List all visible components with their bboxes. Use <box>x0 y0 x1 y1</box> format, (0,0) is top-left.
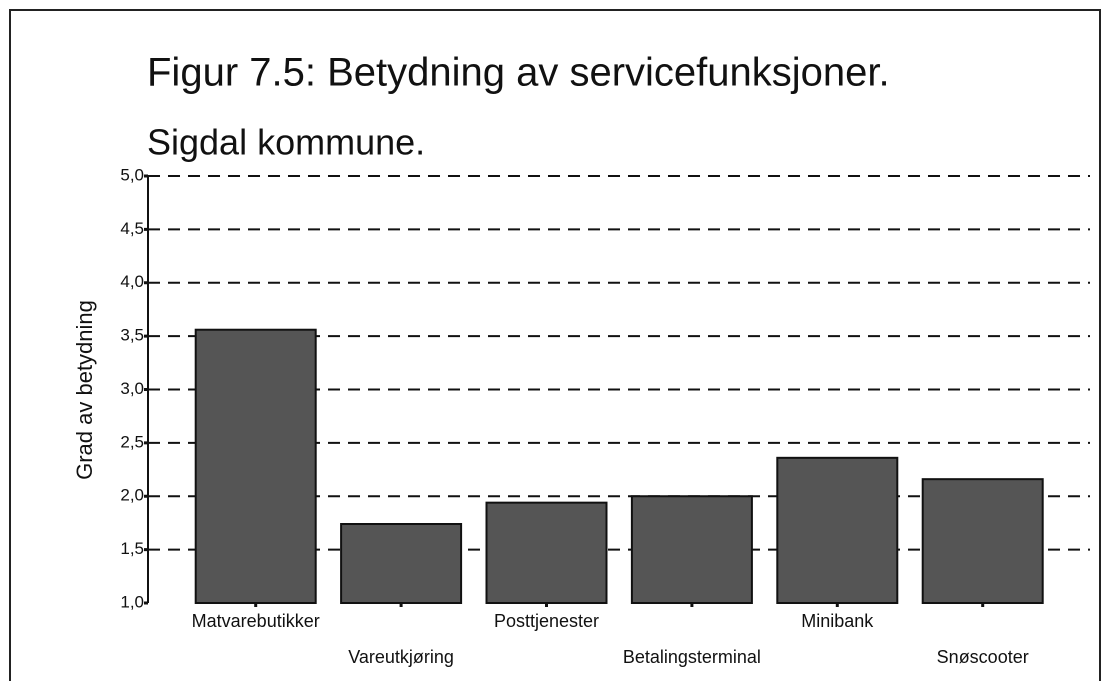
y-tick-label: 4,0 <box>120 272 144 291</box>
x-tick-label: Matvarebutikker <box>192 611 320 631</box>
chart-title: Figur 7.5: Betydning av servicefunksjone… <box>147 51 890 95</box>
bar <box>921 478 1044 605</box>
y-tick-label: 2,0 <box>120 486 144 505</box>
x-tick-label: Snøscooter <box>937 647 1029 667</box>
bar <box>194 328 317 604</box>
y-tick-label: 3,0 <box>120 379 144 398</box>
bar <box>485 501 608 604</box>
y-tick-label: 5,0 <box>120 165 144 184</box>
y-tick-label: 1,5 <box>120 539 144 558</box>
bar <box>776 456 899 604</box>
frame <box>9 9 1101 681</box>
x-tick-label: Betalingsterminal <box>623 647 761 667</box>
y-tick-label: 4,5 <box>120 219 144 238</box>
x-tick-label: Minibank <box>801 611 874 631</box>
bar <box>340 523 463 605</box>
y-tick-label: 2,5 <box>120 432 144 451</box>
x-tick-label: Vareutkjøring <box>348 647 454 667</box>
y-tick-label: 1,0 <box>120 592 144 611</box>
x-tick-label: Posttjenester <box>494 611 599 631</box>
bar <box>630 495 753 604</box>
chart-subtitle: Sigdal kommune. <box>147 122 425 163</box>
y-axis-label: Grad av betydning <box>72 300 97 480</box>
y-tick-label: 3,5 <box>120 326 144 345</box>
